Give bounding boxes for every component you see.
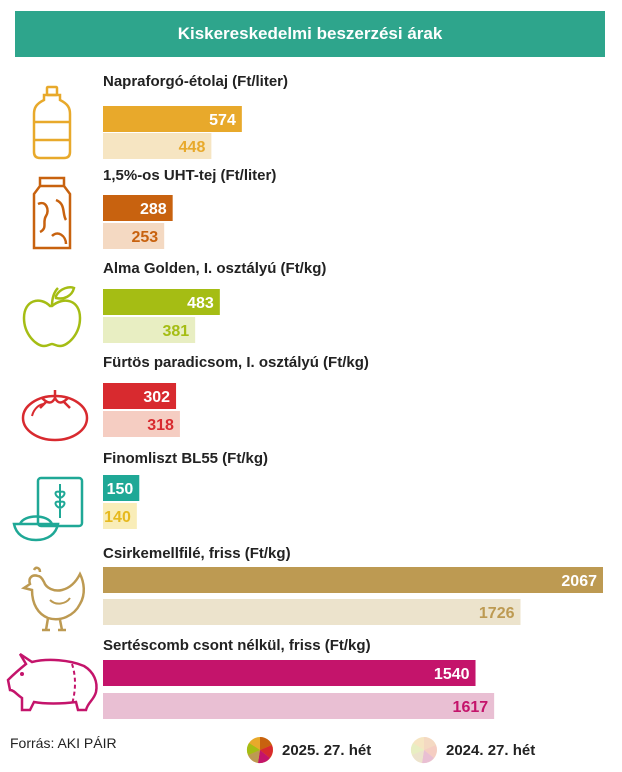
- flour-icon: [12, 476, 84, 542]
- data-label-2024: 253: [131, 229, 158, 246]
- milk-carton-icon: [32, 176, 72, 250]
- apple-icon: [22, 286, 82, 348]
- item-group: Fürtös paradicsom, I. osztályú (Ft/kg) 30…: [21, 354, 369, 442]
- bar-2025: [103, 106, 242, 132]
- category-label: Napraforgó-étolaj (Ft/liter): [103, 73, 288, 90]
- data-label-2025: 150: [107, 481, 134, 498]
- item-group: Sertéscomb csont nélkül, friss (Ft/kg) 15…: [6, 637, 495, 719]
- data-label-2025: 302: [143, 389, 170, 406]
- tomato-icon: [21, 390, 89, 442]
- data-label-2025: 574: [209, 112, 236, 129]
- data-label-2025: 1540: [434, 666, 470, 683]
- bar-2025: [103, 475, 140, 501]
- legend-item-2024: 2024. 27. hét: [410, 736, 535, 764]
- pig-icon: [6, 652, 98, 712]
- category-label: 1,5%-os UHT-tej (Ft/liter): [103, 167, 276, 184]
- category-label: Alma Golden, I. osztályú (Ft/kg): [103, 260, 326, 277]
- bar-2024: [103, 599, 521, 625]
- oil-bottle-icon: [32, 85, 72, 160]
- data-label-2024: 1617: [453, 699, 489, 716]
- bar-2024: [103, 693, 495, 719]
- bar-2025: [103, 289, 220, 315]
- data-label-2024: 381: [162, 323, 189, 340]
- item-group: Finomliszt BL55 (Ft/kg) 150 140: [12, 450, 268, 542]
- legend-swatch-multicolor-icon: [246, 737, 273, 764]
- legend-item-2025: 2025. 27. hét: [246, 736, 371, 764]
- bar-2025: [103, 567, 603, 593]
- source-note: Forrás: AKI PÁIR: [10, 735, 117, 751]
- data-label-2024: 1726: [479, 605, 515, 622]
- legend-swatch-pastel-icon: [410, 737, 437, 764]
- bar-2024: [103, 317, 196, 343]
- legend-label: 2024. 27. hét: [446, 741, 536, 759]
- data-label-2024: 448: [179, 139, 206, 156]
- bar-2024: [103, 133, 212, 159]
- category-label: Fürtös paradicsom, I. osztályú (Ft/kg): [103, 354, 369, 371]
- bar-2025: [103, 660, 476, 686]
- chicken-icon: [20, 566, 85, 632]
- bar-2025: [103, 195, 173, 221]
- data-label-2025: 2067: [561, 573, 597, 590]
- chart-title: Kiskereskedelmi beszerzési árak: [15, 11, 605, 57]
- data-label-2025: 288: [140, 201, 167, 218]
- bar-2024: [103, 411, 180, 437]
- bar-2024: [103, 223, 165, 249]
- item-group: Csirkemellfilé, friss (Ft/kg) 2067 1726: [20, 545, 603, 632]
- data-label-2025: 483: [187, 295, 214, 312]
- data-label-2024: 140: [104, 509, 131, 526]
- data-label-2024: 318: [147, 417, 174, 434]
- item-group: Alma Golden, I. osztályú (Ft/kg) 483 381: [22, 260, 326, 348]
- category-label: Sertéscomb csont nélkül, friss (Ft/kg): [103, 637, 371, 654]
- bar-2024: [103, 503, 137, 529]
- category-label: Finomliszt BL55 (Ft/kg): [103, 450, 268, 467]
- bar-2025: [103, 383, 177, 409]
- item-group: 1,5%-os UHT-tej (Ft/liter) 288 253: [32, 167, 276, 250]
- category-label: Csirkemellfilé, friss (Ft/kg): [103, 545, 291, 562]
- legend-label: 2025. 27. hét: [282, 741, 372, 759]
